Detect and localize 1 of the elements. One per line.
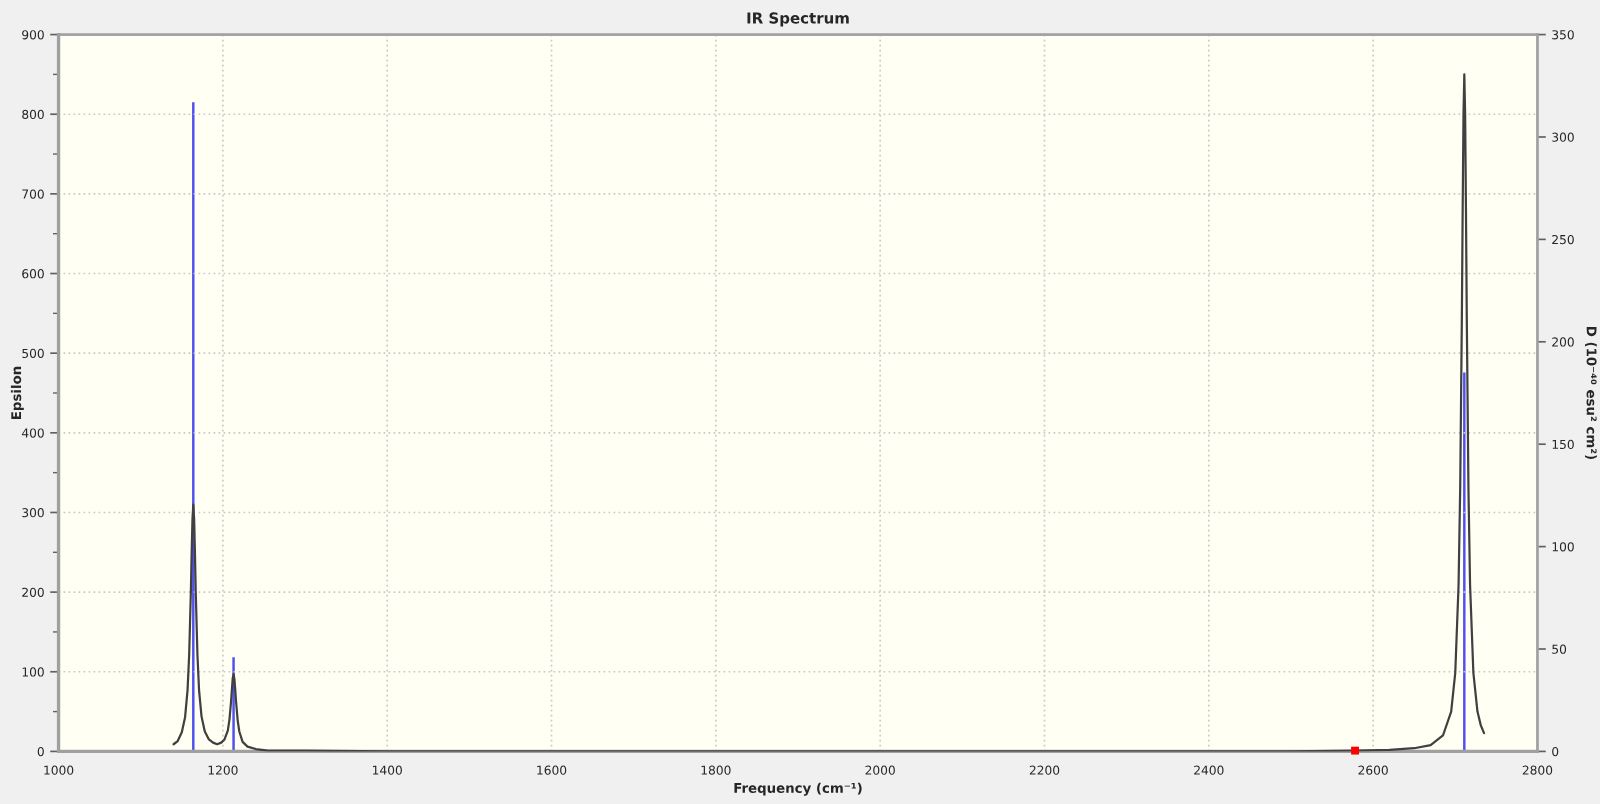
line-series: [172, 73, 1486, 752]
